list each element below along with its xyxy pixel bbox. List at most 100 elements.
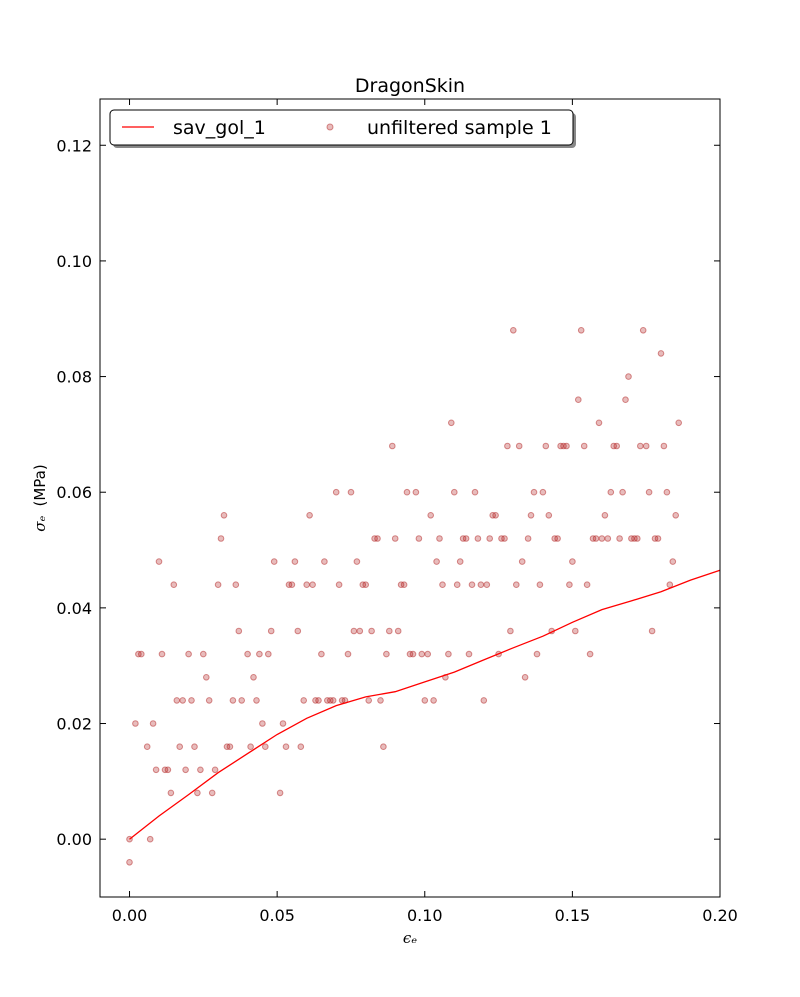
scatter-point (203, 674, 210, 681)
scatter-point (583, 581, 591, 589)
scatter-point (672, 512, 680, 519)
scatter-point (637, 442, 644, 450)
scatter-point (604, 535, 612, 542)
scatter-point (335, 581, 343, 589)
scatter-point (253, 697, 260, 704)
scatter-point (436, 535, 443, 542)
scatter-point (433, 558, 440, 565)
x-tick-label: 0.05 (259, 906, 295, 925)
y-tick-label: 0.10 (56, 252, 92, 271)
scatter-point (595, 419, 603, 427)
scatter-point (513, 581, 520, 589)
scatter-point (394, 627, 402, 635)
scatter-point (448, 419, 455, 427)
y-tick-label: 0.12 (56, 136, 92, 155)
scatter-point (158, 650, 166, 658)
scatter-point (536, 581, 544, 589)
scatter-point (504, 442, 511, 450)
scatter-point (332, 488, 340, 496)
scatter-point (146, 835, 154, 843)
scatter-point (586, 650, 594, 658)
scatter-point (521, 674, 529, 681)
scatter-point (619, 488, 626, 496)
scatter-point (344, 650, 352, 658)
y-axis-label-symbol: σₑ (31, 515, 49, 531)
scatter-point (613, 442, 621, 450)
scatter-point (232, 581, 240, 589)
scatter-point (377, 697, 384, 704)
scatter-point (226, 743, 234, 751)
legend-label-unfiltered-sample-1: unfiltered sample 1 (367, 117, 552, 139)
scatter-point (291, 558, 299, 565)
legend-label-sav-gol-1: sav_gol_1 (173, 117, 266, 139)
scatter-point (575, 396, 582, 404)
scatter-point (143, 743, 151, 751)
scatter-point (250, 674, 257, 681)
scatter-point (309, 581, 316, 589)
scatter-point (654, 535, 662, 542)
scatter-point (362, 581, 370, 589)
scatter-point (453, 581, 461, 589)
scatter-point (126, 859, 133, 866)
scatter-point (675, 419, 683, 427)
scatter-point (211, 766, 219, 774)
chart-title: DragonSkin (355, 75, 465, 97)
y-tick-label: 0.00 (56, 830, 92, 849)
scatter-point (572, 627, 579, 635)
scatter-point (173, 697, 181, 704)
scatter-point (347, 488, 355, 496)
sav-gol-1-line (129, 569, 721, 840)
scatter-point (625, 373, 632, 380)
x-tick-label: 0.20 (702, 906, 738, 925)
scatter-point (256, 650, 263, 658)
scatter-point (318, 650, 325, 658)
scatter-point (282, 743, 290, 751)
scatter-point (409, 650, 417, 658)
scatter-point (663, 488, 671, 496)
plot-area (126, 327, 721, 866)
scatter-point (533, 650, 541, 658)
legend: sav_gol_1 unfiltered sample 1 (109, 109, 576, 148)
scatter-point (412, 488, 420, 496)
scatter-point (445, 650, 452, 658)
scatter-point (622, 396, 629, 404)
scatter-point (403, 488, 411, 496)
scatter-point (300, 697, 308, 704)
scatter-point (214, 581, 222, 589)
y-tick-label: 0.04 (56, 599, 92, 618)
scatter-point (208, 789, 216, 797)
scatter-point (149, 720, 157, 727)
scatter-point (265, 650, 272, 658)
scatter-point (389, 442, 396, 450)
scatter-point (515, 442, 523, 450)
scatter-point (507, 627, 514, 635)
scatter-point (270, 558, 278, 565)
scatter-point (577, 327, 585, 334)
scatter-point (200, 650, 207, 658)
scatter-point (471, 488, 479, 496)
y-axis-label-unit: (MPa) (31, 464, 49, 506)
scatter-point (566, 581, 573, 589)
scatter-point (657, 350, 665, 357)
scatter-point (666, 581, 674, 589)
scatter-point (350, 627, 358, 635)
scatter-point (592, 535, 600, 542)
x-tick-label: 0.00 (112, 906, 148, 925)
scatter-point (616, 535, 623, 542)
scatter-point (217, 535, 225, 542)
scatter-point (486, 535, 494, 542)
scatter-point (294, 627, 302, 635)
scatter-point (138, 650, 145, 658)
scatter-point (465, 650, 473, 658)
scatter-point (669, 558, 677, 565)
scatter-point (306, 512, 313, 519)
x-tick-label: 0.15 (555, 906, 591, 925)
scatter-point (288, 581, 296, 589)
y-axis-label: σₑ (MPa) (30, 464, 49, 531)
scatter-point (356, 627, 364, 635)
scatter-point (220, 512, 228, 519)
scatter-point (524, 535, 532, 542)
x-tick-label: 0.10 (407, 906, 443, 925)
scatter-point (501, 535, 508, 542)
